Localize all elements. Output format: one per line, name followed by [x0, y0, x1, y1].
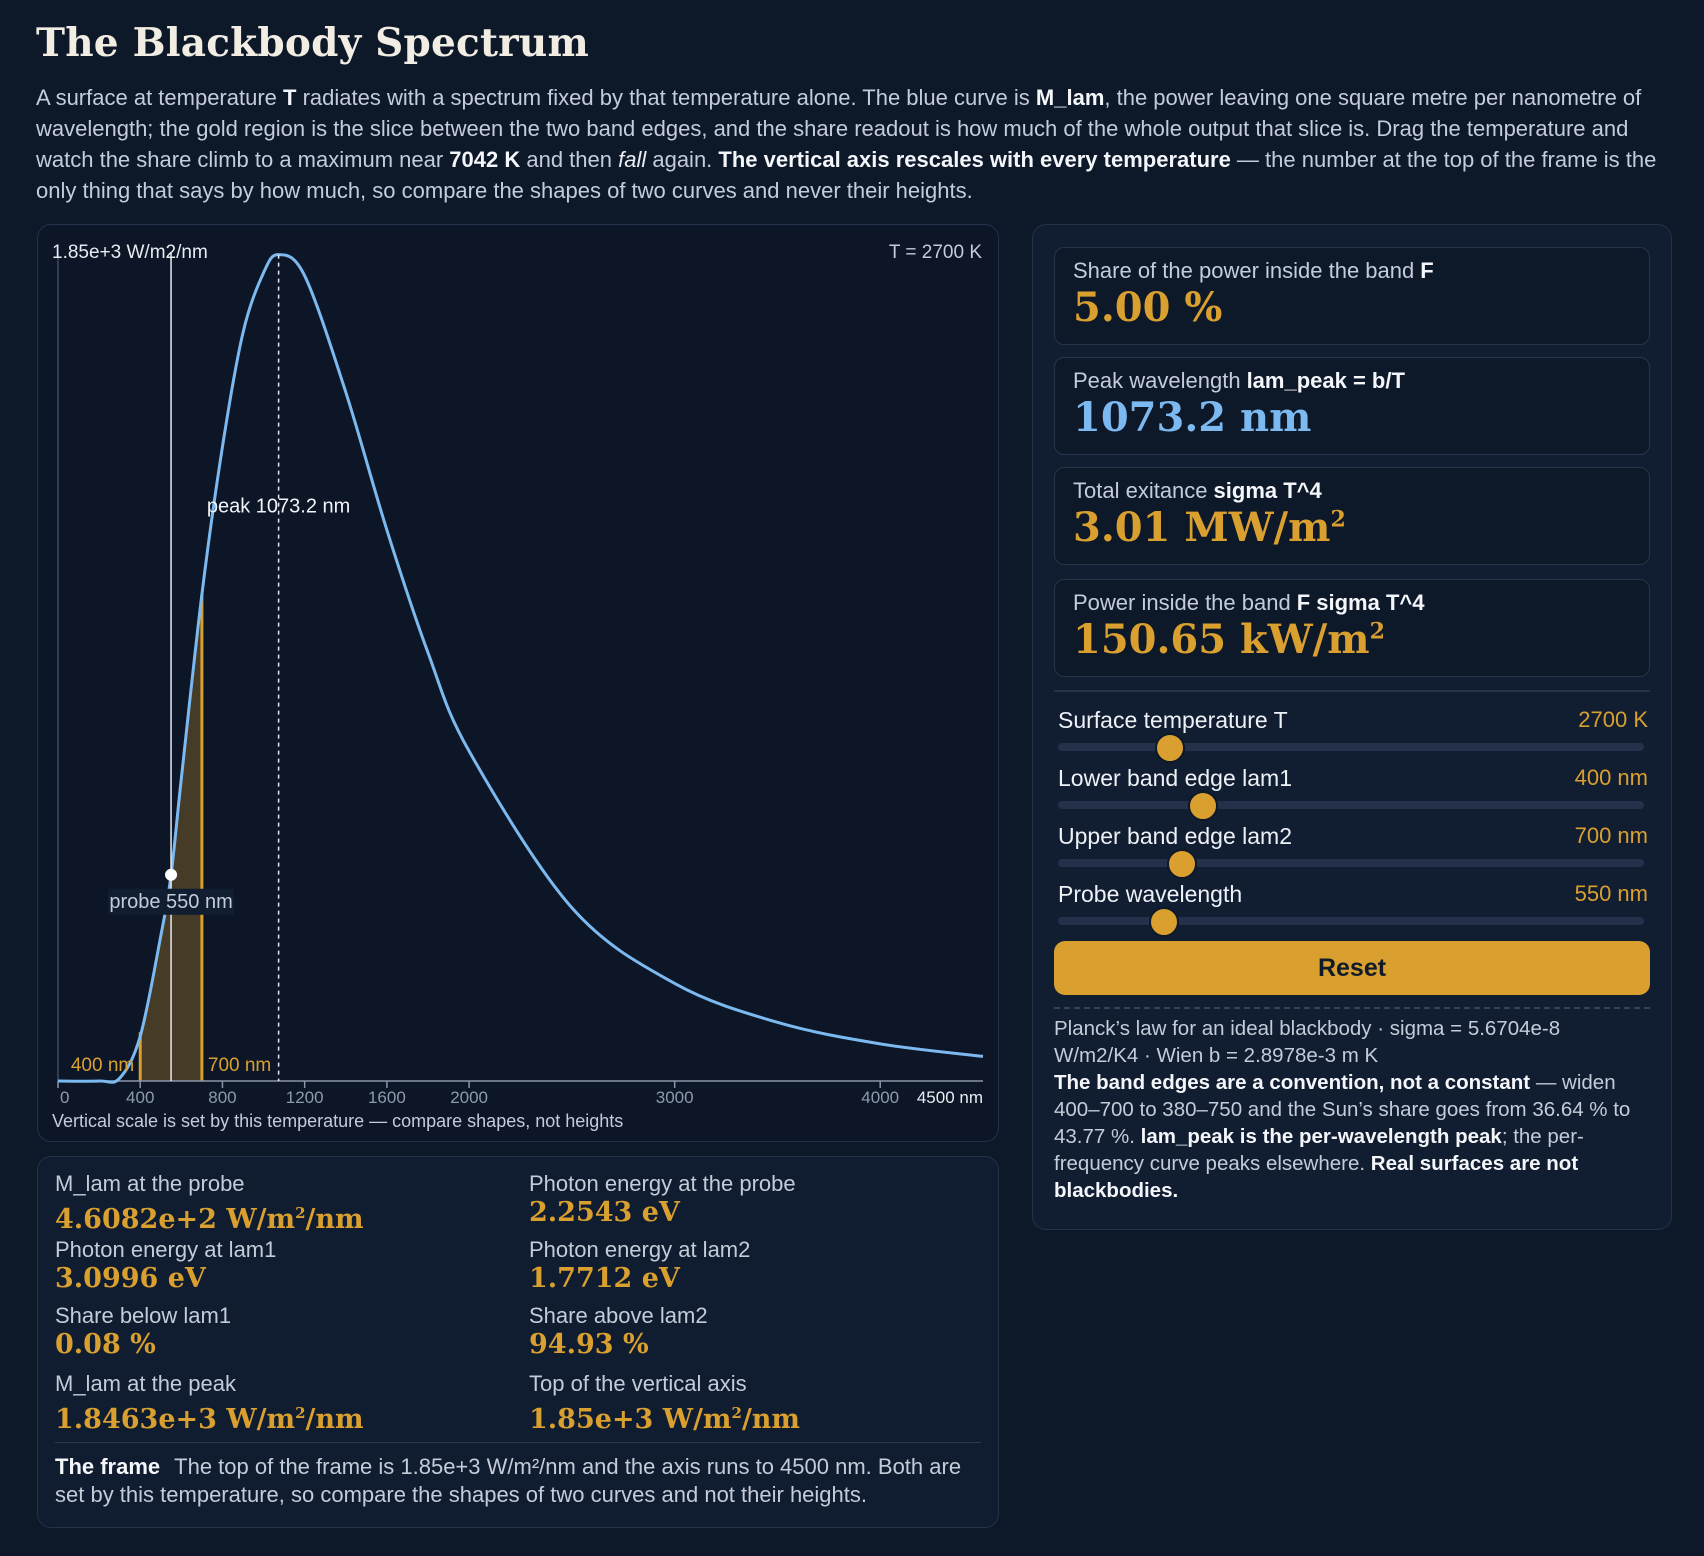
- probe-label-background: [108, 888, 235, 915]
- stat-top-axis: Top of the vertical axis 1.85e+3 W/m2/nm: [529, 1371, 800, 1435]
- reset-button[interactable]: Reset: [1054, 941, 1650, 995]
- spectrum-chart[interactable]: 0 400 800 1200 1600 2000 3000 4000 probe 550 nm…: [38, 225, 1000, 1143]
- footnote-divider: [1054, 1007, 1650, 1009]
- stat-share-below: Share below lam1 0.08 %: [55, 1303, 232, 1360]
- lam2-edge-label: 700 nm: [208, 1055, 271, 1076]
- share-readout: Share of the power inside the band F 5.00…: [1054, 247, 1650, 345]
- lam2-slider-thumb[interactable]: [1166, 849, 1197, 879]
- probe-marker[interactable]: [165, 868, 178, 881]
- lam1-edge-label: 400 nm: [71, 1055, 134, 1076]
- total-exitance-readout: Total exitance sigma T^4 3.01 MW/m2: [1054, 467, 1650, 565]
- probe-slider[interactable]: Probe wavelength 550 nm: [1058, 881, 1648, 937]
- temperature-slider-thumb[interactable]: [1155, 733, 1186, 763]
- lam1-slider[interactable]: Lower band edge lam1 400 nm: [1058, 765, 1648, 821]
- temperature-label: T = 2700 K: [889, 242, 982, 263]
- stat-share-above: Share above lam2 94.93 %: [529, 1303, 708, 1360]
- lam1-slider-track[interactable]: [1058, 801, 1644, 809]
- page-title: The Blackbody Spectrum: [36, 20, 589, 66]
- frame-note: The frame The top of the frame is 1.85e+3…: [55, 1454, 962, 1507]
- spectrum-chart-card: 0 400 800 1200 1600 2000 3000 4000 probe 550 nm…: [37, 224, 999, 1142]
- stat-lam1-energy: Photon energy at lam1 3.0996 eV: [55, 1237, 277, 1294]
- probe-slider-track[interactable]: [1058, 917, 1644, 925]
- lam2-slider-track[interactable]: [1058, 859, 1644, 867]
- x-tick-label: 3000: [656, 1088, 694, 1107]
- x-tick-label: 800: [208, 1088, 236, 1107]
- spectrum-curve: [57, 253, 984, 1084]
- stat-peak-m: M_lam at the peak 1.8463e+3 W/m2/nm: [55, 1371, 364, 1435]
- control-panel: Share of the power inside the band F 5.00…: [1032, 224, 1672, 1230]
- y-max-label: 1.85e+3 W/m2/nm: [52, 242, 208, 263]
- x-tick-label: 1600: [368, 1088, 406, 1107]
- x-tick-label: 4000: [861, 1088, 899, 1107]
- peak-wavelength-readout: Peak wavelength lam_peak = b/T 1073.2 nm: [1054, 357, 1650, 455]
- readout-divider: [1054, 690, 1650, 692]
- temperature-slider-track[interactable]: [1058, 743, 1644, 751]
- temperature-slider[interactable]: Surface temperature T 2700 K: [1058, 707, 1648, 763]
- stats-card: M_lam at the probe 4.6082e+2 W/m2/nm Pho…: [37, 1156, 999, 1528]
- probe-slider-thumb[interactable]: [1149, 907, 1180, 937]
- peak-label: peak 1073.2 nm: [207, 496, 350, 518]
- stat-lam2-energy: Photon energy at lam2 1.7712 eV: [529, 1237, 751, 1294]
- band-fill: [140, 594, 202, 1081]
- x-tick-label: 400: [126, 1088, 154, 1107]
- footnote: Planck’s law for an ideal blackbody · si…: [1054, 1017, 1631, 1202]
- x-end-label: 4500 nm: [917, 1088, 983, 1107]
- band-power-readout: Power inside the band F sigma T^4 150.65 …: [1054, 579, 1650, 677]
- x-tick-label: 2000: [450, 1088, 488, 1107]
- x-tick-label: 0: [60, 1088, 69, 1107]
- intro-text: A surface at temperature T radiates with…: [36, 85, 1657, 203]
- chart-caption: Vertical scale is set by this temperatur…: [52, 1111, 623, 1131]
- stat-probe-energy: Photon energy at the probe 2.2543 eV: [529, 1171, 796, 1228]
- stats-divider: [55, 1442, 981, 1443]
- probe-label: probe 550 nm: [109, 891, 232, 913]
- x-tick-label: 1200: [286, 1088, 324, 1107]
- lam1-slider-thumb[interactable]: [1187, 791, 1218, 821]
- stat-probe-m: M_lam at the probe 4.6082e+2 W/m2/nm: [55, 1171, 364, 1235]
- lam2-slider[interactable]: Upper band edge lam2 700 nm: [1058, 823, 1648, 879]
